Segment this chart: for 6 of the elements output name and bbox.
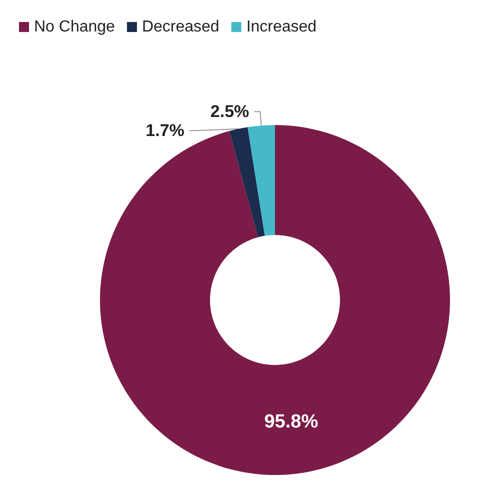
legend-label: Decreased <box>142 18 220 36</box>
data-label: 95.8% <box>264 411 318 432</box>
legend-label: Increased <box>246 18 317 36</box>
data-label: 1.7% <box>146 121 184 140</box>
legend-label: No Change <box>34 18 116 36</box>
data-label: 2.5% <box>210 102 250 122</box>
